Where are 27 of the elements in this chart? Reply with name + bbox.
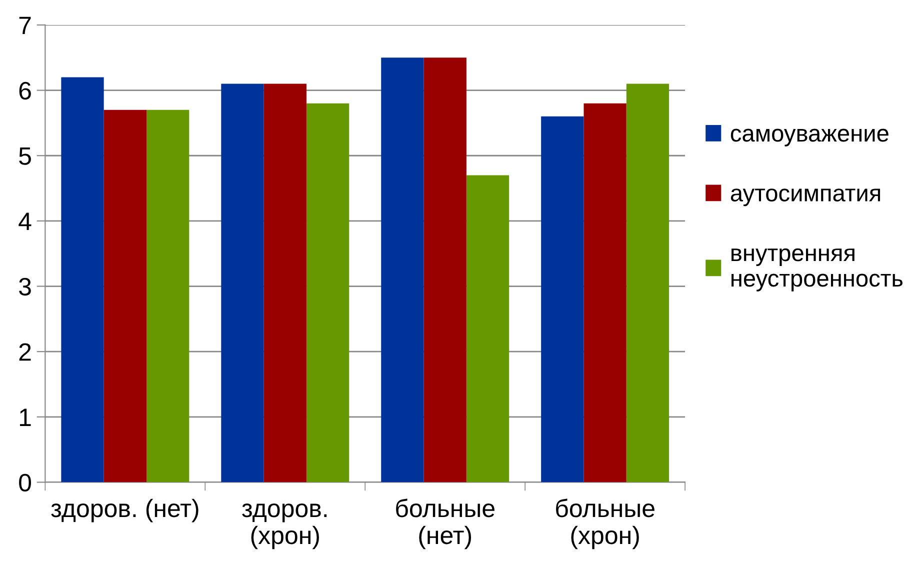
legend-label: аутосимпатия bbox=[730, 188, 880, 206]
y-tick-label: 4 bbox=[18, 212, 32, 230]
bar bbox=[61, 77, 104, 482]
bar bbox=[626, 84, 670, 482]
y-tick-label: 0 bbox=[19, 474, 32, 492]
x-tick-label: здоров. (хрон) bbox=[242, 504, 327, 550]
bar bbox=[146, 110, 190, 482]
x-tick-label: здоров. (нет) bbox=[51, 498, 198, 522]
bar bbox=[381, 58, 424, 482]
y-tick-label: 6 bbox=[19, 82, 31, 100]
bar bbox=[221, 84, 264, 482]
bar bbox=[466, 175, 510, 482]
bar bbox=[306, 103, 350, 482]
bar bbox=[104, 110, 146, 482]
bar bbox=[264, 84, 306, 482]
legend-label: внутренняя неустроенность bbox=[732, 248, 903, 292]
y-tick-label: 2 bbox=[19, 343, 31, 361]
x-tick-label: больные (нет) bbox=[396, 498, 494, 550]
y-tick-label: 7 bbox=[19, 16, 31, 34]
y-tick-label: 5 bbox=[19, 147, 31, 165]
y-tick-label: 3 bbox=[19, 278, 31, 296]
y-tick-label: 1 bbox=[20, 408, 31, 426]
bar bbox=[541, 116, 584, 482]
bar bbox=[584, 103, 626, 482]
x-tick-label: больные (хрон) bbox=[556, 498, 654, 550]
legend-label: самоуважение bbox=[730, 128, 888, 146]
bar bbox=[424, 58, 466, 482]
